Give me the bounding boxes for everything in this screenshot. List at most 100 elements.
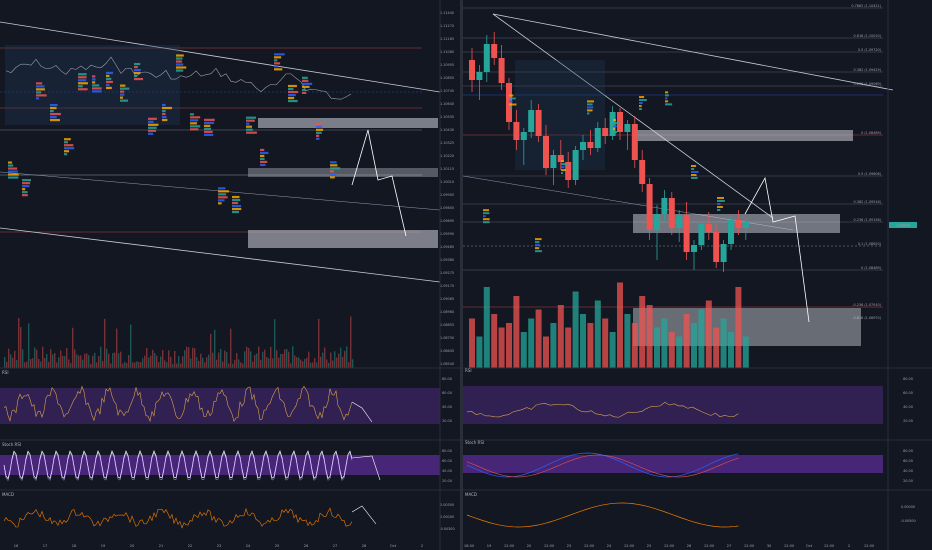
left-projection-path [351,129,407,237]
left-tpo-block [106,80,113,84]
right-time-tick: 12:00 [504,544,515,548]
left-rsi-tick: 40.00 [442,405,452,409]
left-volume-bar [52,354,54,368]
left-tpo-block [148,117,157,120]
right-tpo-block [639,105,642,108]
left-volume-bar [156,355,158,368]
left-volume-bar [302,361,304,368]
left-volume-bar [166,362,168,368]
left-volume-bar [136,361,138,368]
left-volume-bar [10,354,12,368]
left-tpo-block [316,125,323,128]
right-candle-body [557,155,564,162]
right-tpo-block [639,102,643,105]
left-tpo-block [120,96,124,99]
left-tpo-block [92,84,100,87]
left-volume-bar [326,359,328,368]
left-chart-canvas[interactable]: 1.11440 1.11270 1.11165 1.11060 1.10955 1.108… [0,0,460,550]
left-volume-bar [150,355,152,368]
left-volume-bar [208,354,210,368]
right-projection-path [744,176,810,323]
left-volume-bar [170,356,172,368]
left-tpo-block [302,82,313,85]
right-tpo-block [561,172,564,175]
right-candle-body [498,58,505,83]
left-volume-bar [154,352,156,368]
left-volume-bar [252,361,254,368]
left-macd-label: MACD [2,492,14,497]
left-tpo-block [50,118,60,122]
left-tpo-block [50,103,58,107]
right-tpo-block [587,103,593,106]
left-tpo-block [246,122,250,125]
panel-divider[interactable] [460,0,463,550]
left-tpo-block [22,194,28,197]
right-candle-body [617,112,623,132]
left-volume-bar [226,352,228,368]
left-tpo-block [106,71,113,75]
left-tpo-block [274,65,279,68]
right-rsi-tick: 80.00 [903,377,913,381]
right-tpo-block [509,100,513,103]
right-time-tick: Oct [806,544,813,548]
right-fib-label: 0 (1.08489) [861,266,882,270]
left-volume-bar [38,359,40,368]
left-price-tick: 1.11270 [440,24,454,28]
right-volume-bar [476,336,483,368]
left-volume-bar [238,359,240,368]
left-tpo-block [260,148,265,152]
left-tpo-block [50,112,61,116]
left-tpo-block [218,190,229,193]
left-tpo-block [316,128,324,131]
right-tpo-block [639,99,647,102]
left-price-tick: 1.09275 [440,271,454,275]
left-macd-projection [351,505,377,525]
left-volume-bar [140,362,142,368]
left-volume-bar [236,353,238,368]
right-fib-label: 0.236 (1.09156) [854,218,882,222]
left-tpo-block [246,131,257,134]
left-tpo-block [218,193,227,196]
left-stoch-label: Stoch RSI [2,442,22,447]
left-volume-bar [60,350,62,368]
left-tpo-block [274,62,281,65]
left-volume-bar [98,356,100,368]
right-candle-body [735,220,742,228]
left-volume-bar [132,362,134,368]
left-chart-panel[interactable]: Euro / U.S. Dollar, 1h, OANDA TPO VRVP 1… [0,0,465,550]
right-chart-panel[interactable]: Euro / U.S. Dollar, 4h, OANDA TPO VRVP 0… [463,0,932,550]
right-volume-bar [720,318,727,368]
left-volume-bar [190,358,192,368]
right-macd-line [466,502,739,528]
left-tpo-block [36,91,42,94]
left-volume-bar [134,362,136,368]
left-tpo-block [8,173,19,176]
right-volume-bar [565,327,572,368]
left-tpo-block [218,199,225,202]
right-chart-canvas[interactable]: 0.7862 (1.10421) 0.618 (1.10010) 0.5 (1.09… [463,0,932,550]
right-time-tick: 12:00 [584,544,595,548]
right-tpo-block [717,202,721,205]
left-volume-bar [262,351,264,368]
left-price-tick: 1.09695 [440,219,454,223]
left-tpo-block [176,60,183,63]
left-tpo-block [288,96,295,100]
left-tpo-block [134,77,144,81]
right-volume-bar [735,287,742,368]
left-tpo-block [134,62,141,66]
left-tpo-block [218,187,226,190]
left-tpo-block [22,182,31,185]
right-tpo-block [665,100,669,103]
left-volume-bar [56,362,58,368]
left-volume-bar [68,359,70,368]
right-time-tick: 23 [567,544,572,548]
left-rsi-projection [351,401,373,423]
left-tpo-block [78,82,88,85]
left-volume-bar [306,357,308,368]
left-time-tick: 26 [304,544,309,548]
left-tpo-block [330,173,337,176]
right-volume-bar [491,314,498,368]
right-volume-bar [543,336,549,368]
right-tpo-block [561,160,564,163]
right-time-tick: 27 [727,544,732,548]
